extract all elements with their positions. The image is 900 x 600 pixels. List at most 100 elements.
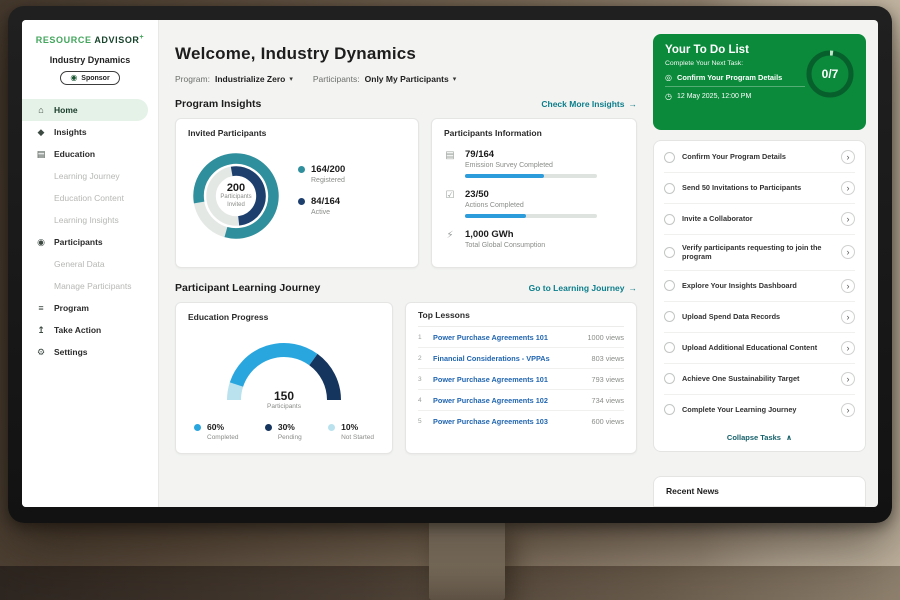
todo-next-task[interactable]: ◎ Confirm Your Program Details — [665, 73, 805, 87]
sidebar-item-label: Learning Insights — [54, 215, 119, 225]
legend-value: 10% — [341, 422, 359, 432]
sidebar-item-label: Home — [54, 105, 78, 115]
sidebar-item-label: Settings — [54, 347, 88, 357]
recent-news-header[interactable]: Recent News — [653, 476, 866, 507]
stat-label: Actions Completed — [465, 202, 524, 209]
donut-legend: 164/200 Registered 84/164 Active — [298, 164, 345, 228]
task-row-upload-educational-content[interactable]: Upload Additional Educational Content › — [664, 333, 855, 364]
chevron-right-icon[interactable]: › — [841, 402, 855, 417]
lesson-link[interactable]: Power Purchase Agreements 103 — [433, 417, 548, 426]
program-filter: Program: Industrialize Zero ▾ — [175, 74, 293, 84]
task-row-confirm-program[interactable]: Confirm Your Program Details › — [664, 142, 855, 173]
chevron-right-icon[interactable]: › — [841, 181, 855, 195]
legend-label: Active — [311, 209, 331, 216]
page-title: Welcome, Industry Dynamics — [175, 44, 417, 63]
lesson-link[interactable]: Power Purchase Agreements 102 — [433, 396, 548, 405]
lesson-row: 1 Power Purchase Agreements 101 1000 vie… — [418, 327, 624, 348]
brand-plus: + — [139, 34, 145, 41]
card-title: Top Lessons — [418, 310, 624, 327]
task-row-complete-learning-journey[interactable]: Complete Your Learning Journey › — [664, 395, 855, 425]
lesson-views: 1000 views — [587, 333, 624, 342]
sidebar-item-education-content[interactable]: Education Content — [22, 187, 158, 209]
task-row-upload-spend-data[interactable]: Upload Spend Data Records › — [664, 302, 855, 333]
stat-value: 79/164 — [465, 149, 495, 160]
check-more-insights-link[interactable]: Check More Insights → — [541, 99, 637, 109]
todo-due-date-label: 12 May 2025, 12:00 PM — [676, 93, 752, 100]
gauge-center-label: Participants — [267, 403, 301, 410]
task-row-verify-participants[interactable]: Verify participants requesting to join t… — [664, 235, 855, 271]
task-checkbox[interactable] — [664, 373, 675, 385]
program-insights-header: Program Insights Check More Insights → — [175, 98, 637, 110]
participants-icon: ◉ — [37, 236, 45, 247]
task-row-explore-insights[interactable]: Explore Your Insights Dashboard › — [664, 271, 855, 302]
recent-news-title: Recent News — [666, 486, 719, 496]
sidebar-item-general-data[interactable]: General Data — [22, 253, 158, 275]
chevron-right-icon[interactable]: › — [841, 150, 855, 164]
sidebar-item-settings[interactable]: ⚙ Settings — [22, 341, 158, 363]
chevron-right-icon[interactable]: › — [841, 245, 855, 260]
sidebar-item-program[interactable]: ≡ Program — [22, 297, 158, 319]
lesson-row: 2 Financial Considerations - VPPAs 803 v… — [418, 348, 624, 369]
link-label: Go to Learning Journey — [528, 283, 625, 293]
sidebar-item-learning-journey[interactable]: Learning Journey — [22, 165, 158, 187]
lesson-views: 600 views — [591, 417, 624, 426]
sidebar-item-learning-insights[interactable]: Learning Insights — [22, 209, 158, 231]
lesson-link[interactable]: Power Purchase Agreements 101 — [433, 375, 548, 384]
legend-label: Registered — [311, 177, 345, 184]
chevron-right-icon[interactable]: › — [841, 212, 855, 226]
sidebar-item-participants[interactable]: ◉ Participants — [22, 231, 158, 253]
task-checkbox[interactable] — [664, 182, 675, 194]
card-title: Participants Information — [444, 128, 542, 138]
task-checkbox[interactable] — [664, 151, 675, 163]
lesson-views: 803 views — [591, 354, 624, 363]
lesson-link[interactable]: Power Purchase Agreements 101 — [433, 333, 548, 342]
task-row-invite-collaborator[interactable]: Invite a Collaborator › — [664, 204, 855, 235]
collapse-tasks-button[interactable]: Collapse Tasks ∧ — [664, 425, 855, 450]
donut-wrap: 200 Participants Invited 164/200 Registe… — [188, 148, 406, 244]
participants-dropdown-value: Only My Participants — [364, 74, 449, 84]
task-checkbox[interactable] — [664, 342, 675, 354]
chevron-right-icon[interactable]: › — [841, 340, 855, 355]
collapse-tasks-label: Collapse Tasks — [726, 432, 781, 442]
chevron-right-icon[interactable]: › — [841, 278, 855, 293]
task-checkbox[interactable] — [664, 404, 675, 416]
task-checkbox[interactable] — [664, 280, 675, 292]
sidebar-item-insights[interactable]: ◆ Insights — [22, 121, 158, 143]
task-label: Upload Spend Data Records — [682, 312, 781, 322]
chevron-right-icon[interactable]: › — [841, 371, 855, 386]
gauge-svg — [227, 343, 341, 401]
todo-panel: Your To Do List Complete Your Next Task:… — [651, 20, 878, 507]
sidebar-item-take-action[interactable]: ↥ Take Action — [22, 319, 158, 341]
program-dropdown[interactable]: Industrialize Zero ▾ — [215, 74, 293, 84]
go-to-learning-journey-link[interactable]: Go to Learning Journey → — [529, 283, 637, 293]
sidebar-item-home[interactable]: ⌂ Home — [22, 99, 148, 121]
participants-dropdown[interactable]: Only My Participants ▾ — [365, 74, 457, 84]
task-checkbox[interactable] — [664, 246, 675, 258]
lesson-rank: 5 — [418, 418, 422, 425]
todo-due-date: ◷ 12 May 2025, 12:00 PM — [665, 92, 805, 101]
legend-value: 164/200 — [311, 164, 346, 175]
sponsor-badge[interactable]: ◉ Sponsor — [60, 71, 120, 85]
task-label: Send 50 Invitations to Participants — [682, 183, 802, 193]
sponsor-badge-label: Sponsor — [81, 74, 110, 82]
chevron-right-icon[interactable]: › — [841, 309, 855, 324]
clock-icon: ◷ — [665, 92, 672, 101]
lesson-link[interactable]: Financial Considerations - VPPAs — [433, 354, 550, 363]
stat-row-emission-survey: ▤ 79/164 Emission Survey Completed — [444, 149, 624, 178]
energy-icon: ⚡ — [446, 230, 454, 241]
program-icon: ≡ — [38, 302, 44, 313]
gauge-center: 150 Participants — [209, 389, 359, 410]
sidebar-item-label: Take Action — [54, 325, 102, 335]
task-checkbox[interactable] — [664, 311, 675, 323]
settings-icon: ⚙ — [36, 346, 46, 357]
stat-value: 1,000 GWh — [465, 229, 514, 240]
lesson-rank: 4 — [418, 397, 422, 404]
progress-track — [465, 214, 597, 218]
task-row-send-invitations[interactable]: Send 50 Invitations to Participants › — [664, 173, 855, 204]
task-checkbox[interactable] — [664, 213, 675, 225]
sidebar-item-manage-participants[interactable]: Manage Participants — [22, 275, 158, 297]
chevron-up-icon: ∧ — [785, 432, 793, 442]
sidebar-item-education[interactable]: ▤ Education — [22, 143, 158, 165]
task-row-achieve-target[interactable]: Achieve One Sustainability Target › — [664, 364, 855, 395]
sidebar-item-label: Education — [54, 149, 96, 159]
